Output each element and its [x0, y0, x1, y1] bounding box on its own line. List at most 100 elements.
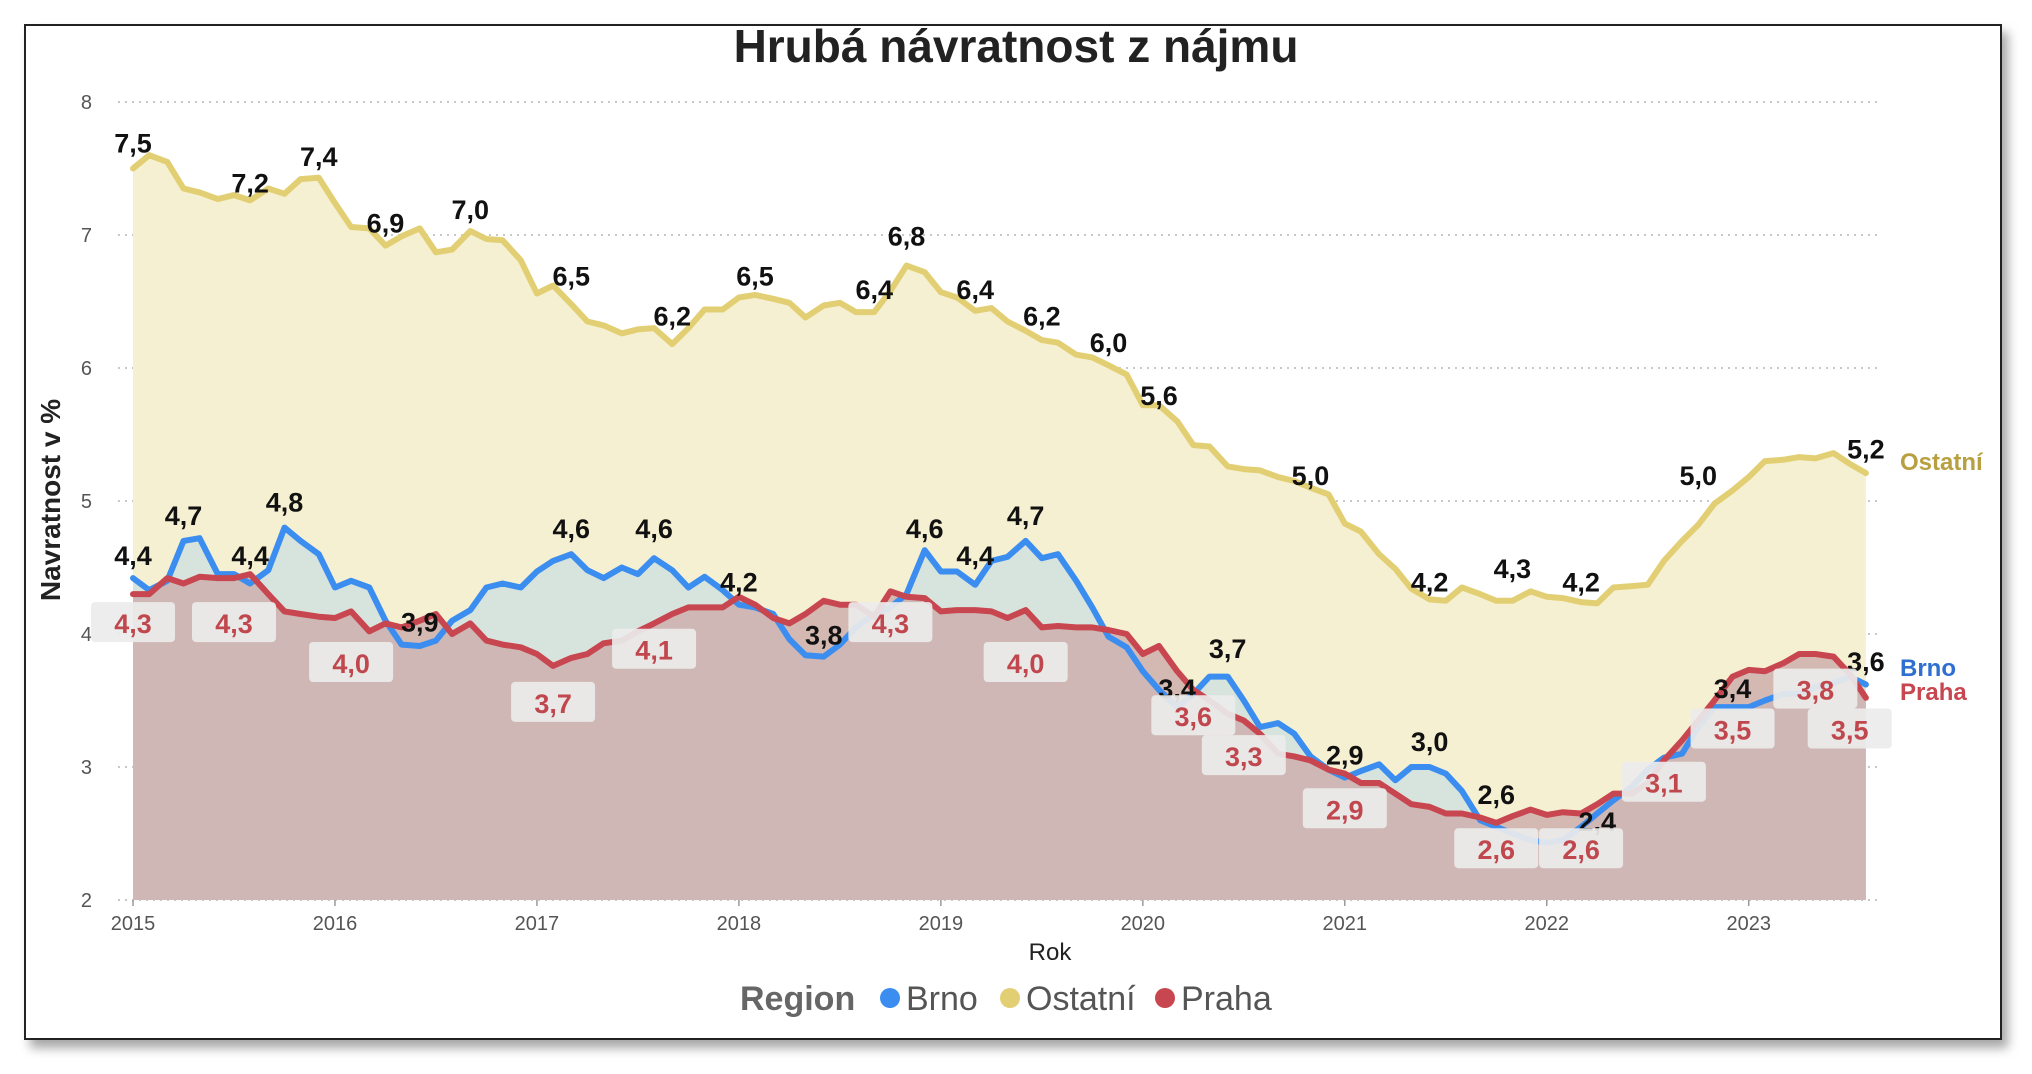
data-label-brno-6: 4,6 — [635, 514, 673, 544]
data-label-ostatni-7: 6,5 — [736, 262, 774, 292]
data-label-bg-praha-3 — [511, 681, 596, 722]
data-label-bg-praha-11 — [1454, 828, 1539, 869]
data-label-ostatni-12: 6,0 — [1090, 328, 1128, 358]
data-label-ostatni-16: 4,3 — [1494, 554, 1532, 584]
data-label-bg-praha-1 — [191, 602, 276, 643]
legend-title: Region — [740, 980, 855, 1018]
data-label-bg-praha-9 — [1201, 735, 1286, 776]
data-label-praha-9: 3,3 — [1225, 742, 1263, 772]
x-tick-label-2023: 2023 — [1726, 913, 1771, 935]
data-label-praha-6: 4,3 — [872, 609, 910, 639]
data-label-praha-8: 3,6 — [1175, 702, 1213, 732]
data-label-bg-praha-13 — [1621, 761, 1706, 802]
data-label-brno-1: 4,7 — [165, 501, 203, 531]
y-tick-label-2: 2 — [81, 890, 92, 912]
data-label-bg-praha-4 — [612, 628, 697, 669]
data-label-brno-14: 2,9 — [1326, 740, 1364, 770]
data-label-ostatni-0: 7,5 — [114, 129, 152, 159]
data-label-ostatni-5: 6,5 — [552, 262, 590, 292]
legend: Region Brno Ostatní Praha — [740, 980, 1272, 1018]
x-tick-label-2017: 2017 — [515, 913, 560, 935]
data-label-ostatni-14: 5,0 — [1292, 461, 1330, 491]
legend-marker-brno — [880, 988, 900, 1008]
x-tick-label-2020: 2020 — [1121, 913, 1166, 935]
y-tick-label-7: 7 — [81, 225, 92, 247]
data-label-brno-18: 3,4 — [1714, 674, 1752, 704]
data-label-brno-3: 4,8 — [266, 488, 304, 518]
data-label-ostatni-17: 4,2 — [1562, 567, 1600, 597]
data-label-brno-13: 3,7 — [1209, 634, 1247, 664]
end-label-praha: Praha — [1900, 679, 1967, 706]
data-label-bg-praha-14 — [1690, 708, 1775, 749]
data-label-ostatni-8: 6,4 — [855, 275, 893, 305]
data-label-brno-11: 4,7 — [1007, 501, 1045, 531]
legend-marker-ostatni — [1000, 988, 1020, 1008]
y-axis-ticks: 2 3 4 5 6 7 8 — [81, 92, 92, 912]
data-label-ostatni-18: 5,0 — [1679, 461, 1717, 491]
data-label-ostatni-10: 6,4 — [956, 275, 994, 305]
data-label-praha-10: 2,9 — [1326, 795, 1364, 825]
data-label-ostatni-19: 5,2 — [1847, 434, 1885, 464]
data-label-brno-8: 3,8 — [805, 621, 843, 651]
end-label-ostatni: Ostatní — [1900, 449, 1984, 476]
data-label-bg-praha-0 — [91, 602, 175, 643]
x-tick-label-2016: 2016 — [313, 913, 358, 935]
data-label-praha-3: 3,7 — [534, 689, 572, 719]
data-label-bg-praha-2 — [309, 642, 394, 682]
y-tick-label-4: 4 — [81, 624, 92, 646]
data-label-bg-praha-10 — [1302, 788, 1387, 829]
y-tick-label-5: 5 — [81, 491, 92, 513]
data-label-praha-14: 3,5 — [1714, 716, 1752, 746]
data-label-ostatni-13: 5,6 — [1140, 381, 1178, 411]
legend-marker-praha — [1155, 988, 1175, 1008]
x-axis-ticks: 2015 2016 2017 2018 2019 2020 2021 2022 2023 — [111, 900, 1771, 935]
data-label-bg-praha-16 — [1807, 708, 1892, 749]
data-label-brno-2: 4,4 — [231, 541, 269, 571]
data-label-praha-13: 3,1 — [1645, 769, 1683, 799]
data-label-praha-11: 2,6 — [1477, 835, 1515, 865]
data-label-brno-15: 3,0 — [1411, 727, 1449, 757]
data-label-brno-0: 4,4 — [114, 541, 152, 571]
data-label-praha-16: 3,5 — [1831, 716, 1869, 746]
x-tick-label-2022: 2022 — [1525, 913, 1570, 935]
data-label-brno-7: 4,2 — [720, 567, 758, 597]
data-label-brno-10: 4,4 — [956, 541, 994, 571]
legend-label-brno: Brno — [906, 980, 978, 1018]
data-label-ostatni-2: 7,4 — [300, 142, 338, 172]
data-label-ostatni-11: 6,2 — [1023, 301, 1061, 331]
data-label-praha-2: 4,0 — [332, 649, 370, 679]
data-labels: 7,5 7,2 7,4 6,9 7,0 6,5 6,2 6,5 6,4 6,8 6,4 6,2 6,0 5… — [91, 129, 1892, 869]
data-label-bg-praha-6 — [848, 602, 933, 643]
data-label-praha-0: 4,3 — [114, 609, 152, 639]
data-label-bg-praha-8 — [1151, 695, 1236, 736]
chart-title: Hrubá návratnost z nájmu — [734, 20, 1299, 72]
data-label-praha-7: 4,0 — [1007, 649, 1045, 679]
legend-label-ostatni: Ostatní — [1026, 980, 1136, 1018]
data-label-ostatni-15: 4,2 — [1411, 567, 1449, 597]
area-fills — [133, 155, 1866, 900]
data-label-ostatni-6: 6,2 — [653, 301, 691, 331]
legend-label-praha: Praha — [1181, 980, 1272, 1018]
data-label-praha-4: 4,1 — [635, 636, 673, 666]
x-axis-title: Rok — [1029, 939, 1073, 966]
data-label-brno-4: 3,9 — [401, 607, 439, 637]
y-axis-title: Navratnost v % — [35, 399, 66, 601]
data-label-bg-praha-12 — [1539, 828, 1624, 869]
data-label-ostatni-4: 7,0 — [452, 195, 490, 225]
data-label-praha-15: 3,8 — [1797, 676, 1835, 706]
end-label-brno: Brno — [1900, 655, 1956, 682]
data-label-ostatni-3: 6,9 — [367, 208, 405, 238]
data-label-ostatni-1: 7,2 — [231, 168, 269, 198]
line-ostatni — [130, 152, 1869, 607]
y-tick-label-3: 3 — [81, 757, 92, 779]
line-praha — [130, 571, 1869, 826]
data-label-brno-9: 4,6 — [906, 514, 944, 544]
x-tick-label-2015: 2015 — [111, 913, 156, 935]
data-label-bg-praha-15 — [1773, 668, 1858, 709]
data-label-brno-5: 4,6 — [552, 514, 590, 544]
x-tick-label-2018: 2018 — [717, 913, 762, 935]
data-label-bg-praha-7 — [983, 642, 1068, 682]
y-tick-label-8: 8 — [81, 92, 92, 114]
